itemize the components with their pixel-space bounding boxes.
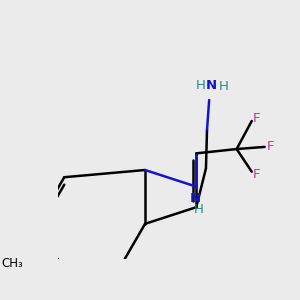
Text: N: N bbox=[190, 192, 201, 205]
Text: N: N bbox=[206, 79, 217, 92]
Text: H: H bbox=[219, 80, 229, 94]
Text: H: H bbox=[194, 203, 203, 216]
Text: F: F bbox=[253, 112, 260, 125]
Text: CH₃: CH₃ bbox=[2, 256, 24, 270]
Text: H: H bbox=[196, 79, 206, 92]
Text: F: F bbox=[253, 167, 260, 181]
Text: F: F bbox=[267, 140, 274, 153]
